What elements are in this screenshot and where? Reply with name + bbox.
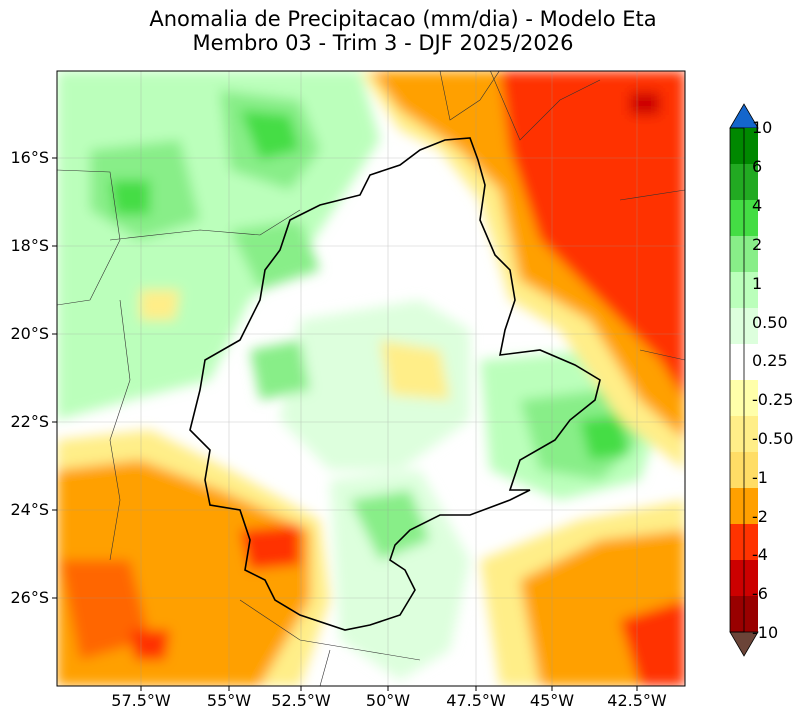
colorbar bbox=[729, 103, 759, 657]
colorbar-label: 6 bbox=[752, 157, 763, 176]
map-frame bbox=[56, 70, 686, 687]
lon-label-57-5w: 57.5°W bbox=[111, 691, 171, 710]
colorbar-label: -10 bbox=[752, 623, 779, 642]
lon-label-50w: 50°W bbox=[365, 691, 411, 710]
lat-label-22s: 22°S bbox=[10, 412, 49, 431]
colorbar-label: 0.50 bbox=[752, 313, 788, 332]
lon-label-45w: 45°W bbox=[529, 691, 575, 710]
anomaly-field bbox=[57, 71, 685, 686]
lat-label-18s: 18°S bbox=[10, 236, 49, 255]
colorbar-label: 2 bbox=[752, 235, 763, 254]
lat-label-24s: 24°S bbox=[10, 500, 49, 519]
state-borders bbox=[57, 71, 685, 686]
lat-label-16s: 16°S bbox=[10, 148, 49, 167]
colorbar-label: -2 bbox=[752, 507, 768, 526]
colorbar-label: 1 bbox=[752, 274, 763, 293]
colorbar-label: 4 bbox=[752, 196, 763, 215]
colorbar-label: -1 bbox=[752, 468, 768, 487]
colorbar-label: 0.25 bbox=[752, 351, 788, 370]
lon-label-52-5w: 52.5°W bbox=[271, 691, 331, 710]
colorbar-label: -0.50 bbox=[752, 429, 794, 448]
colorbar-label: -4 bbox=[752, 545, 768, 564]
map-title-line2: Membro 03 - Trim 3 - DJF 2025/2026 bbox=[192, 31, 574, 55]
graticule bbox=[57, 71, 685, 686]
colorbar-label: 10 bbox=[752, 118, 773, 137]
lat-label-26s: 26°S bbox=[10, 588, 49, 607]
lat-label-20s: 20°S bbox=[10, 324, 49, 343]
colorbar-label: -0.25 bbox=[752, 390, 794, 409]
lon-label-47-5w: 47.5°W bbox=[446, 691, 506, 710]
colorbar-label: -6 bbox=[752, 584, 768, 603]
lon-label-55w: 55°W bbox=[206, 691, 252, 710]
lon-label-42-5w: 42.5°W bbox=[607, 691, 667, 710]
map-title-line1: Anomalia de Precipitacao (mm/dia) - Mode… bbox=[149, 7, 657, 31]
basin-outline bbox=[189, 137, 601, 631]
